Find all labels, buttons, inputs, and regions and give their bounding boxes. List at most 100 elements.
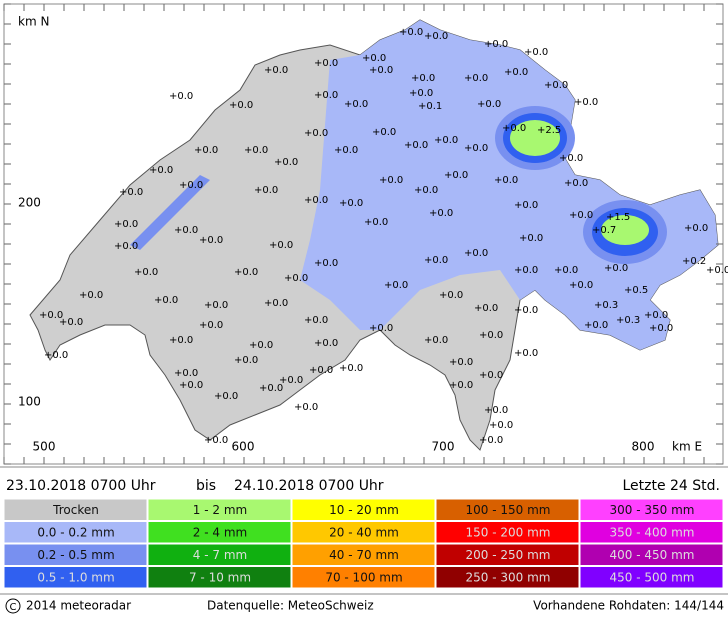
precipitation-stripe xyxy=(130,175,210,250)
station-value: +0.0 xyxy=(484,405,508,416)
station-value: +0.0 xyxy=(409,88,433,99)
legend-label: 250 - 300 mm xyxy=(466,570,551,584)
station-value: +0.0 xyxy=(479,435,503,446)
station-value: +0.0 xyxy=(269,240,293,251)
legend-swatch xyxy=(147,566,292,589)
station-value: +0.0 xyxy=(519,233,543,244)
station-value: +0.0 xyxy=(574,97,598,108)
station-value: +0.0 xyxy=(179,380,203,391)
legend-swatch xyxy=(435,498,580,521)
legend-swatch xyxy=(579,498,724,521)
legend-swatch xyxy=(147,521,292,544)
legend-label: 350 - 400 mm xyxy=(610,525,695,539)
station-value: +2.5 xyxy=(537,125,561,136)
legend-label: 450 - 500 mm xyxy=(610,570,695,584)
station-value: +0.0 xyxy=(234,267,258,278)
station-value: +0.0 xyxy=(79,290,103,301)
station-value: +0.0 xyxy=(424,335,448,346)
station-value: +0.0 xyxy=(254,185,278,196)
copyright: 2014 meteoradar xyxy=(26,599,131,613)
legend-label: 200 - 250 mm xyxy=(466,548,551,562)
legend-label: 150 - 200 mm xyxy=(466,525,551,539)
station-value: +0.0 xyxy=(569,280,593,291)
station-value: +0.0 xyxy=(264,298,288,309)
legend-swatch xyxy=(291,521,436,544)
station-value: +0.0 xyxy=(264,65,288,76)
station-value: +0.0 xyxy=(684,223,708,234)
station-value: +0.0 xyxy=(504,67,528,78)
precipitation-area xyxy=(300,20,718,350)
station-value: +0.0 xyxy=(259,383,283,394)
station-value: +0.0 xyxy=(489,420,513,431)
legend-swatch xyxy=(435,543,580,566)
legend-swatch xyxy=(147,498,292,521)
station-value: +0.0 xyxy=(484,39,508,50)
station-value: +0.0 xyxy=(604,263,628,274)
station-value: +0.0 xyxy=(304,315,328,326)
legend-swatch xyxy=(579,521,724,544)
station-value: +0.0 xyxy=(169,335,193,346)
station-value: +0.0 xyxy=(369,65,393,76)
station-value: +0.0 xyxy=(514,200,538,211)
station-value: +0.0 xyxy=(544,80,568,91)
station-value: +0.0 xyxy=(369,323,393,334)
legend-swatch xyxy=(579,543,724,566)
station-value: +0.0 xyxy=(514,348,538,359)
station-value: +0.0 xyxy=(404,140,428,151)
station-value: +0.0 xyxy=(554,265,578,276)
x-tick-label: 600 xyxy=(232,440,255,454)
station-value: +0.0 xyxy=(114,241,138,252)
station-value: +0.1 xyxy=(418,101,442,112)
y-tick-label: 100 xyxy=(18,395,41,409)
station-value: +0.0 xyxy=(179,180,203,191)
station-value: +0.0 xyxy=(449,357,473,368)
station-value: +0.0 xyxy=(199,235,223,246)
legend-label: 100 - 150 mm xyxy=(466,503,551,517)
station-value: +0.5 xyxy=(624,285,648,296)
station-value: +0.0 xyxy=(449,380,473,391)
station-value: +0.0 xyxy=(229,100,253,111)
x-tick-label: 700 xyxy=(432,440,455,454)
x-tick-label: 500 xyxy=(33,440,56,454)
legend-swatch xyxy=(435,566,580,589)
station-value: +0.3 xyxy=(594,300,618,311)
station-value: +0.0 xyxy=(309,365,333,376)
station-value: +0.0 xyxy=(279,375,303,386)
station-value: +0.0 xyxy=(154,295,178,306)
station-value: +0.0 xyxy=(584,320,608,331)
station-value: +0.0 xyxy=(514,305,538,316)
legend-swatch xyxy=(3,498,148,521)
station-value: +0.0 xyxy=(569,210,593,221)
station-value: +0.0 xyxy=(169,91,193,102)
station-value: +0.0 xyxy=(214,391,238,402)
legend-label: 7 - 10 mm xyxy=(189,570,251,584)
legend-swatch xyxy=(579,566,724,589)
station-value: +0.0 xyxy=(199,320,223,331)
station-value: +0.0 xyxy=(379,175,403,186)
station-value: +1.5 xyxy=(606,212,630,223)
station-value: +0.0 xyxy=(234,355,258,366)
station-value: +0.0 xyxy=(39,310,63,321)
copyright-icon-letter: C xyxy=(10,602,17,613)
legend-label: Trocken xyxy=(52,503,99,517)
station-value: +0.0 xyxy=(204,300,228,311)
legend-label: 2 - 4 mm xyxy=(193,525,247,539)
station-value: +0.0 xyxy=(477,99,501,110)
legend-label: 0.0 - 0.2 mm xyxy=(37,525,114,539)
station-value: +0.0 xyxy=(304,195,328,206)
station-value: +0.0 xyxy=(119,187,143,198)
station-value: +0.0 xyxy=(314,338,338,349)
y-tick-label: 200 xyxy=(18,196,41,210)
station-value: +0.0 xyxy=(344,99,368,110)
station-value: +0.0 xyxy=(399,27,423,38)
station-value: +0.0 xyxy=(174,225,198,236)
station-value: +0.0 xyxy=(411,73,435,84)
station-value: +0.0 xyxy=(114,219,138,230)
x-tick-label: 800 xyxy=(632,440,655,454)
station-value: +0.0 xyxy=(649,323,673,334)
station-value: +0.0 xyxy=(706,265,728,276)
data-source: Datenquelle: MeteoSchweiz xyxy=(207,599,374,613)
station-value: +0.0 xyxy=(384,280,408,291)
station-value: +0.0 xyxy=(134,267,158,278)
station-value: +0.2 xyxy=(682,256,706,267)
